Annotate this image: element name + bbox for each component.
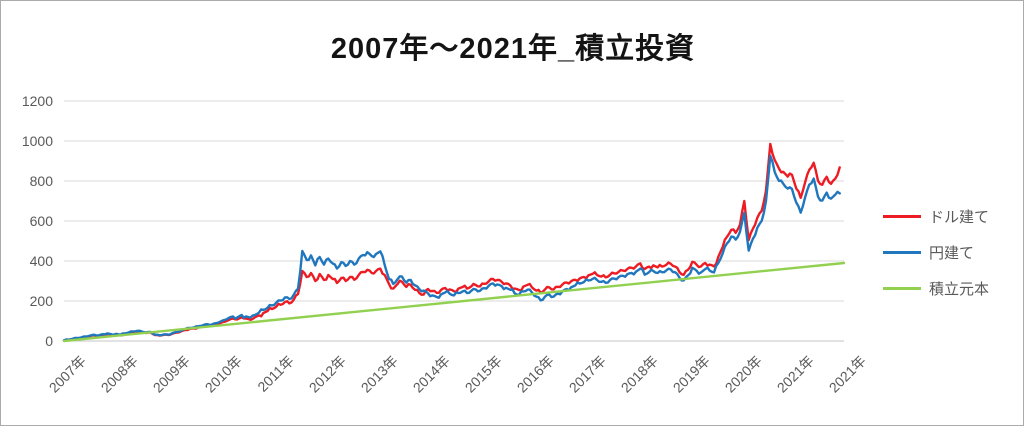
y-tick-label: 800	[29, 173, 53, 189]
y-tick-label: 1000	[21, 133, 53, 149]
legend-item-yen: 円建て	[883, 234, 989, 270]
principal-series-line-icon	[883, 286, 921, 290]
y-tick-label: 0	[45, 333, 53, 349]
y-tick-label: 600	[29, 213, 53, 229]
yen-series-line-icon	[883, 250, 921, 254]
legend-label-principal: 積立元本	[929, 280, 990, 298]
legend-item-principal: 積立元本	[883, 270, 989, 306]
legend: ドル建て 円建て 積立元本	[883, 198, 989, 306]
y-tick-label: 400	[29, 253, 53, 269]
chart-title: 2007年～2021年_積立投資	[330, 33, 696, 65]
legend-label-dollar: ドル建て	[929, 208, 990, 226]
y-tick-label: 1200	[21, 93, 53, 109]
legend-label-yen: 円建て	[929, 244, 975, 262]
dollar-series-line-icon	[883, 214, 921, 218]
y-tick-label: 200	[29, 293, 53, 309]
legend-item-dollar: ドル建て	[883, 198, 989, 234]
